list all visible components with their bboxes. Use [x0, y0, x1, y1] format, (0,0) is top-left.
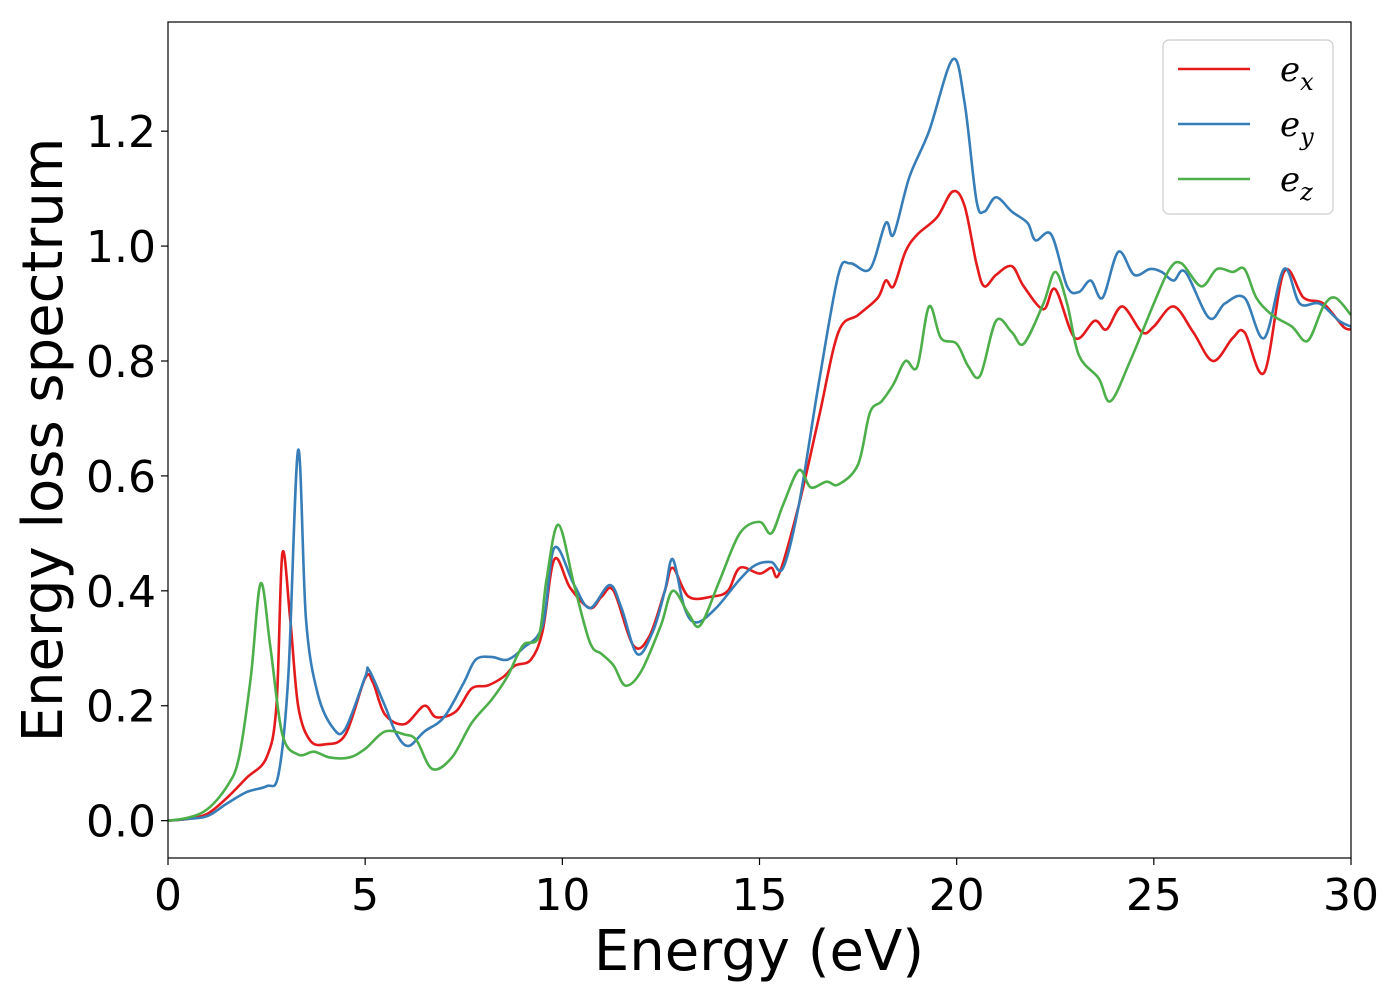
y-tick-label: 1.2	[86, 107, 156, 158]
x-tick-label: 25	[1126, 870, 1182, 921]
legend-label-ex: ex	[1280, 50, 1314, 96]
series-line-ey	[168, 57, 1351, 822]
x-tick-label: 10	[534, 870, 590, 921]
legend-label-ey: ey	[1280, 105, 1314, 151]
plot-lines	[168, 57, 1351, 822]
y-tick-label: 0.0	[86, 797, 156, 848]
y-axis-ticks: 0.0 0.2 0.4 0.6 0.8 1.0 1.2	[86, 107, 168, 848]
legend-box	[1162, 39, 1334, 215]
series-line-ez	[168, 260, 1351, 822]
legend-entries: ex ey ez	[1178, 50, 1314, 206]
x-axis-ticks: 0 5 10 15 20 25 30	[154, 858, 1379, 921]
x-tick-label: 30	[1323, 870, 1379, 921]
legend-label-ez: ez	[1280, 160, 1313, 206]
x-tick-label: 15	[732, 870, 788, 921]
x-tick-label: 5	[351, 870, 379, 921]
legend: ex ey ez	[1162, 39, 1334, 215]
y-axis-label: Energy loss spectrum	[11, 138, 76, 743]
y-tick-label: 1.0	[86, 222, 156, 273]
x-tick-label: 0	[154, 870, 182, 921]
y-tick-label: 0.6	[86, 452, 156, 503]
y-tick-label: 0.8	[86, 337, 156, 388]
x-axis-label: Energy (eV)	[594, 919, 924, 984]
y-tick-label: 0.2	[86, 682, 156, 733]
x-tick-label: 20	[929, 870, 985, 921]
y-tick-label: 0.4	[86, 567, 156, 618]
